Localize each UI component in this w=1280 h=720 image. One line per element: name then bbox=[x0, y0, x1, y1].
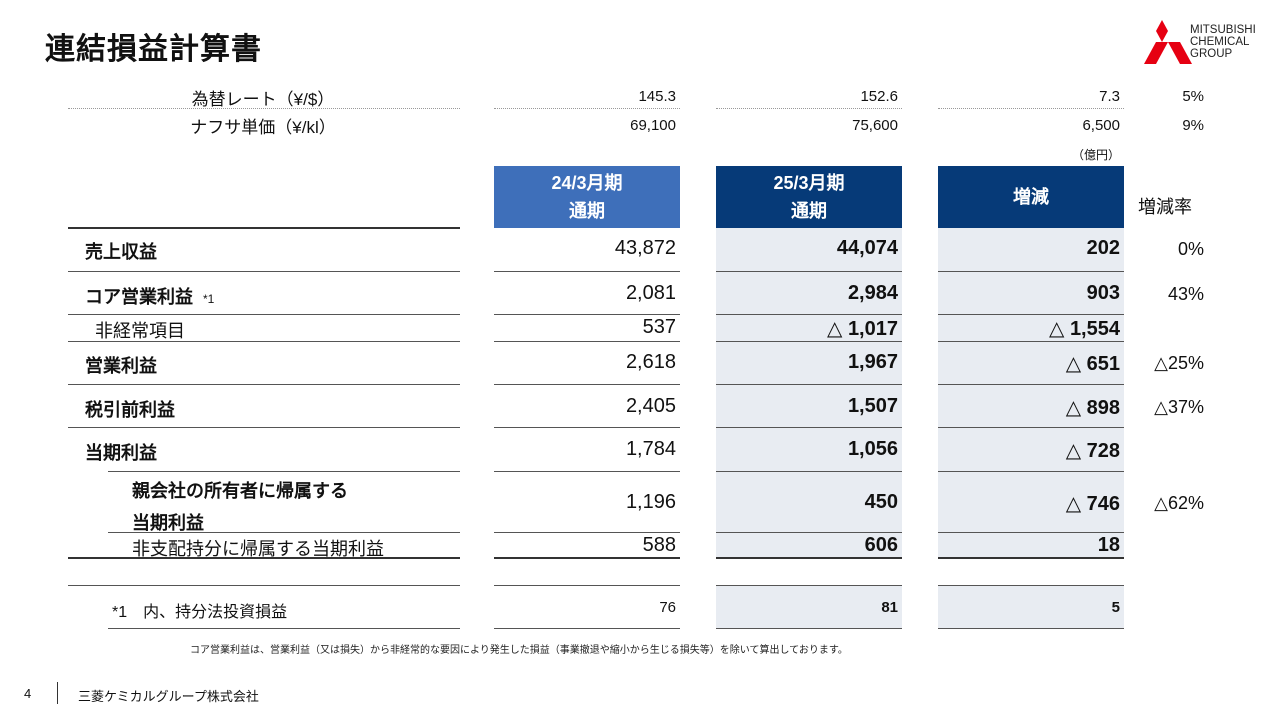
page-title: 連結損益計算書 bbox=[45, 33, 262, 66]
row-noncontrolling-prev: 588 bbox=[642, 534, 676, 556]
row-pretax-pct: △37% bbox=[1154, 397, 1204, 417]
naphtha-prev: 69,100 bbox=[630, 117, 676, 134]
row-pretax-prev: 2,405 bbox=[625, 395, 676, 417]
logo-text: MITSUBISHI CHEMICAL GROUP bbox=[1190, 24, 1256, 60]
naphtha-pct: 9% bbox=[1182, 117, 1204, 134]
row-owners-profit-prev: 1,196 bbox=[625, 491, 676, 513]
naphtha-curr: 75,600 bbox=[852, 117, 898, 134]
unit-label: （億円） bbox=[1071, 148, 1120, 162]
fx-rate-label: 為替レート（¥/$） bbox=[191, 90, 335, 109]
row-revenue-diff: 202 bbox=[1086, 237, 1120, 259]
header-curr-year: 25/3月期 通期 bbox=[716, 166, 902, 228]
row-op-profit-label: 営業利益 bbox=[85, 356, 157, 376]
row-owners-profit-curr: 450 bbox=[864, 491, 898, 513]
footnote: コア営業利益は、営業利益（又は損失）から非経常的な要因により発生した損益（事業撤… bbox=[190, 645, 848, 656]
row-core-op-pct: 43% bbox=[1167, 284, 1204, 304]
row-owners-profit-pct: △62% bbox=[1154, 493, 1204, 513]
row-pretax-diff: △ 898 bbox=[1065, 397, 1120, 419]
row-net-profit-label: 当期利益 bbox=[85, 443, 157, 463]
col2-sub-band bbox=[716, 585, 902, 628]
fx-rate-pct: 5% bbox=[1182, 88, 1204, 105]
row-noncontrolling-diff: 18 bbox=[1097, 534, 1120, 556]
row-owners-profit-label: 親会社の所有者に帰属する 当期利益 bbox=[132, 481, 348, 533]
row-owners-profit-diff: △ 746 bbox=[1065, 493, 1120, 515]
col2-band bbox=[716, 228, 902, 558]
fx-rate-diff: 7.3 bbox=[1099, 88, 1120, 105]
sub-equity-method-prev: 76 bbox=[659, 599, 676, 616]
row-pretax-curr: 1,507 bbox=[847, 395, 898, 417]
header-prev-year: 24/3月期 通期 bbox=[494, 166, 680, 228]
naphtha-label: ナフサ単価（¥/kl） bbox=[190, 118, 336, 137]
row-noncontrolling-curr: 606 bbox=[864, 534, 898, 556]
row-core-op-curr: 2,984 bbox=[847, 282, 898, 304]
row-net-profit-diff: △ 728 bbox=[1065, 440, 1120, 462]
row-op-profit-pct: △25% bbox=[1154, 353, 1204, 373]
row-nonrecurring-curr: △ 1,017 bbox=[827, 318, 898, 340]
row-net-profit-prev: 1,784 bbox=[625, 438, 676, 460]
fx-rate-prev: 145.3 bbox=[638, 88, 676, 105]
row-noncontrolling-label: 非支配持分に帰属する当期利益 bbox=[132, 539, 384, 559]
company-name: 三菱ケミカルグループ株式会社 bbox=[78, 689, 259, 704]
header-change: 増減 bbox=[938, 166, 1124, 228]
col3-sub-band bbox=[938, 585, 1124, 628]
row-core-op-diff: 903 bbox=[1086, 282, 1120, 304]
row-revenue-pct: 0% bbox=[1177, 239, 1204, 259]
row-revenue-label: 売上収益 bbox=[85, 242, 157, 262]
fx-rate-curr: 152.6 bbox=[860, 88, 898, 105]
footer-divider bbox=[57, 682, 58, 704]
row-nonrecurring-prev: 537 bbox=[642, 316, 676, 338]
row-core-op-label: コア営業利益 *1 bbox=[85, 287, 215, 307]
row-revenue-prev: 43,872 bbox=[614, 237, 676, 259]
row-revenue-curr: 44,074 bbox=[836, 237, 898, 259]
page-number: 4 bbox=[24, 686, 32, 701]
row-op-profit-prev: 2,618 bbox=[625, 351, 676, 373]
naphtha-diff: 6,500 bbox=[1082, 117, 1120, 134]
row-pretax-label: 税引前利益 bbox=[85, 400, 175, 420]
row-op-profit-diff: △ 651 bbox=[1065, 353, 1120, 375]
row-op-profit-curr: 1,967 bbox=[847, 351, 898, 373]
row-nonrecurring-diff: △ 1,554 bbox=[1049, 318, 1120, 340]
col3-band bbox=[938, 228, 1124, 558]
sub-equity-method-label: *1 内、持分法投資損益 bbox=[112, 604, 288, 621]
row-nonrecurring-label: 非経常項目 bbox=[95, 321, 185, 341]
sub-equity-method-curr: 81 bbox=[881, 599, 898, 616]
header-change-rate: 増減率 bbox=[1138, 197, 1192, 217]
row-net-profit-curr: 1,056 bbox=[847, 438, 898, 460]
row-core-op-prev: 2,081 bbox=[625, 282, 676, 304]
mitsubishi-logo-icon bbox=[1144, 20, 1192, 64]
sub-equity-method-diff: 5 bbox=[1111, 599, 1120, 616]
